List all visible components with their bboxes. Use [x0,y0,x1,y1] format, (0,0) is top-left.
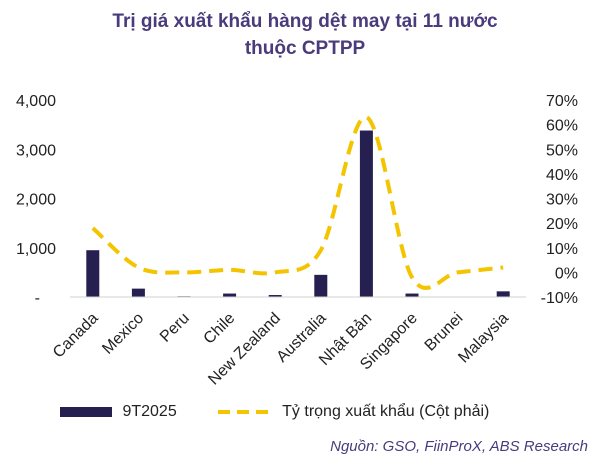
share-line-series [91,115,504,290]
bar [268,295,282,297]
bar [131,288,145,297]
chart-title-line2: thuộc CPTPP [244,38,366,59]
left-tick-label: 2,000 [16,192,56,209]
left-tick-label: - [35,290,40,307]
bar [223,293,237,297]
category-label: Mexico [99,310,147,358]
right-tick-label: 0% [555,265,578,282]
category-label: Malaysia [455,310,512,367]
right-tick-label: 60% [546,118,578,135]
legend-bar-label: 9T2025 [122,403,177,420]
bar [496,291,510,297]
right-tick-label: 50% [546,142,578,159]
legend-bar-swatch [60,406,112,417]
left-tick-label: 3,000 [16,142,56,159]
chart-title: Trị giá xuất khẩu hàng dệt may tại 11 nư… [0,8,610,62]
category-label: Chile [201,310,239,348]
right-tick-label: 20% [546,216,578,233]
category-label: Canada [50,310,102,362]
legend-line: Tỷ trọng xuất khẩu (Cột phải) [218,403,489,421]
right-tick-label: -10% [541,290,578,307]
category-label: Peru [157,310,193,346]
left-tick-label: 1,000 [16,241,56,258]
bar [405,293,419,297]
right-tick-label: 30% [546,192,578,209]
right-tick-label: 70% [546,93,578,110]
bar [359,130,373,297]
legend-line-label: Tỷ trọng xuất khẩu (Cột phải) [282,403,490,420]
legend-line-swatch [218,409,270,414]
right-tick-label: 40% [546,167,578,184]
left-tick-label: 4,000 [16,93,56,110]
bar [86,250,100,297]
bar-series [86,130,510,298]
source-note: Nguồn: GSO, FiinProX, ABS Research [330,438,588,455]
legend-bar: 9T2025 [60,403,177,421]
right-tick-label: 10% [546,241,578,258]
bar [314,274,328,297]
category-label: Brunei [422,310,467,355]
chart-title-line1: Trị giá xuất khẩu hàng dệt may tại 11 nư… [112,11,498,32]
right-axis-ticks: -10% 0% 10% 20% 30% 40% 50% 60% 70% [541,93,578,307]
left-axis-ticks: - 1,000 2,000 3,000 4,000 [16,93,56,307]
